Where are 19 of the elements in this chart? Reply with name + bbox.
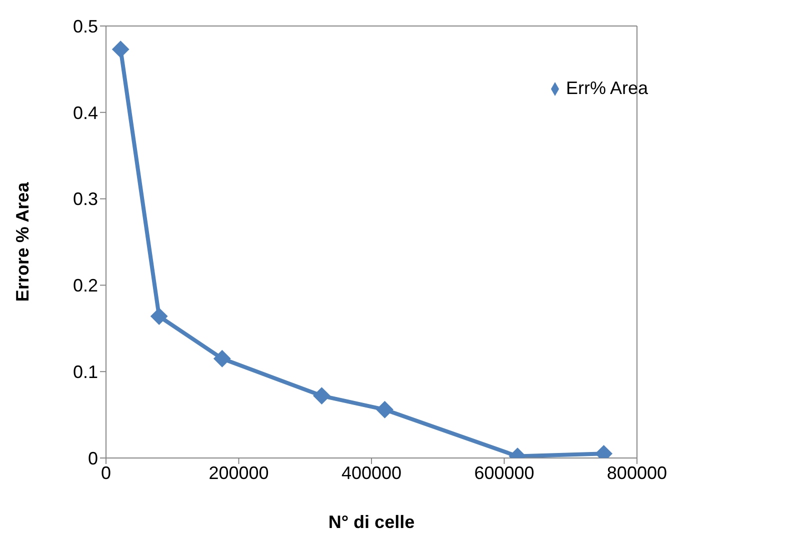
point xyxy=(214,350,231,368)
x-tick-label: 200000 xyxy=(208,462,269,483)
x-axis-title: N° di celle xyxy=(328,512,415,532)
x-tick-label: 800000 xyxy=(606,462,668,483)
y-axis-title: Errore % Area xyxy=(12,181,32,302)
x-tick-label: 400000 xyxy=(341,462,402,483)
point xyxy=(376,401,394,418)
y-tick-label: 0.2 xyxy=(72,276,98,296)
x-tick-label: 0 xyxy=(100,462,112,483)
point xyxy=(112,40,130,58)
legend-label: Err% Area xyxy=(566,78,648,98)
y-tick-label: 0.5 xyxy=(72,16,98,36)
y-tick-label: 0 xyxy=(88,448,98,468)
y-tick-label: 0.1 xyxy=(72,362,98,382)
y-tick-label: 0.3 xyxy=(72,189,98,210)
point xyxy=(150,308,168,325)
y-tick-label: 0.4 xyxy=(72,102,98,123)
point xyxy=(313,387,330,404)
x-tick-label: 600000 xyxy=(474,462,534,483)
